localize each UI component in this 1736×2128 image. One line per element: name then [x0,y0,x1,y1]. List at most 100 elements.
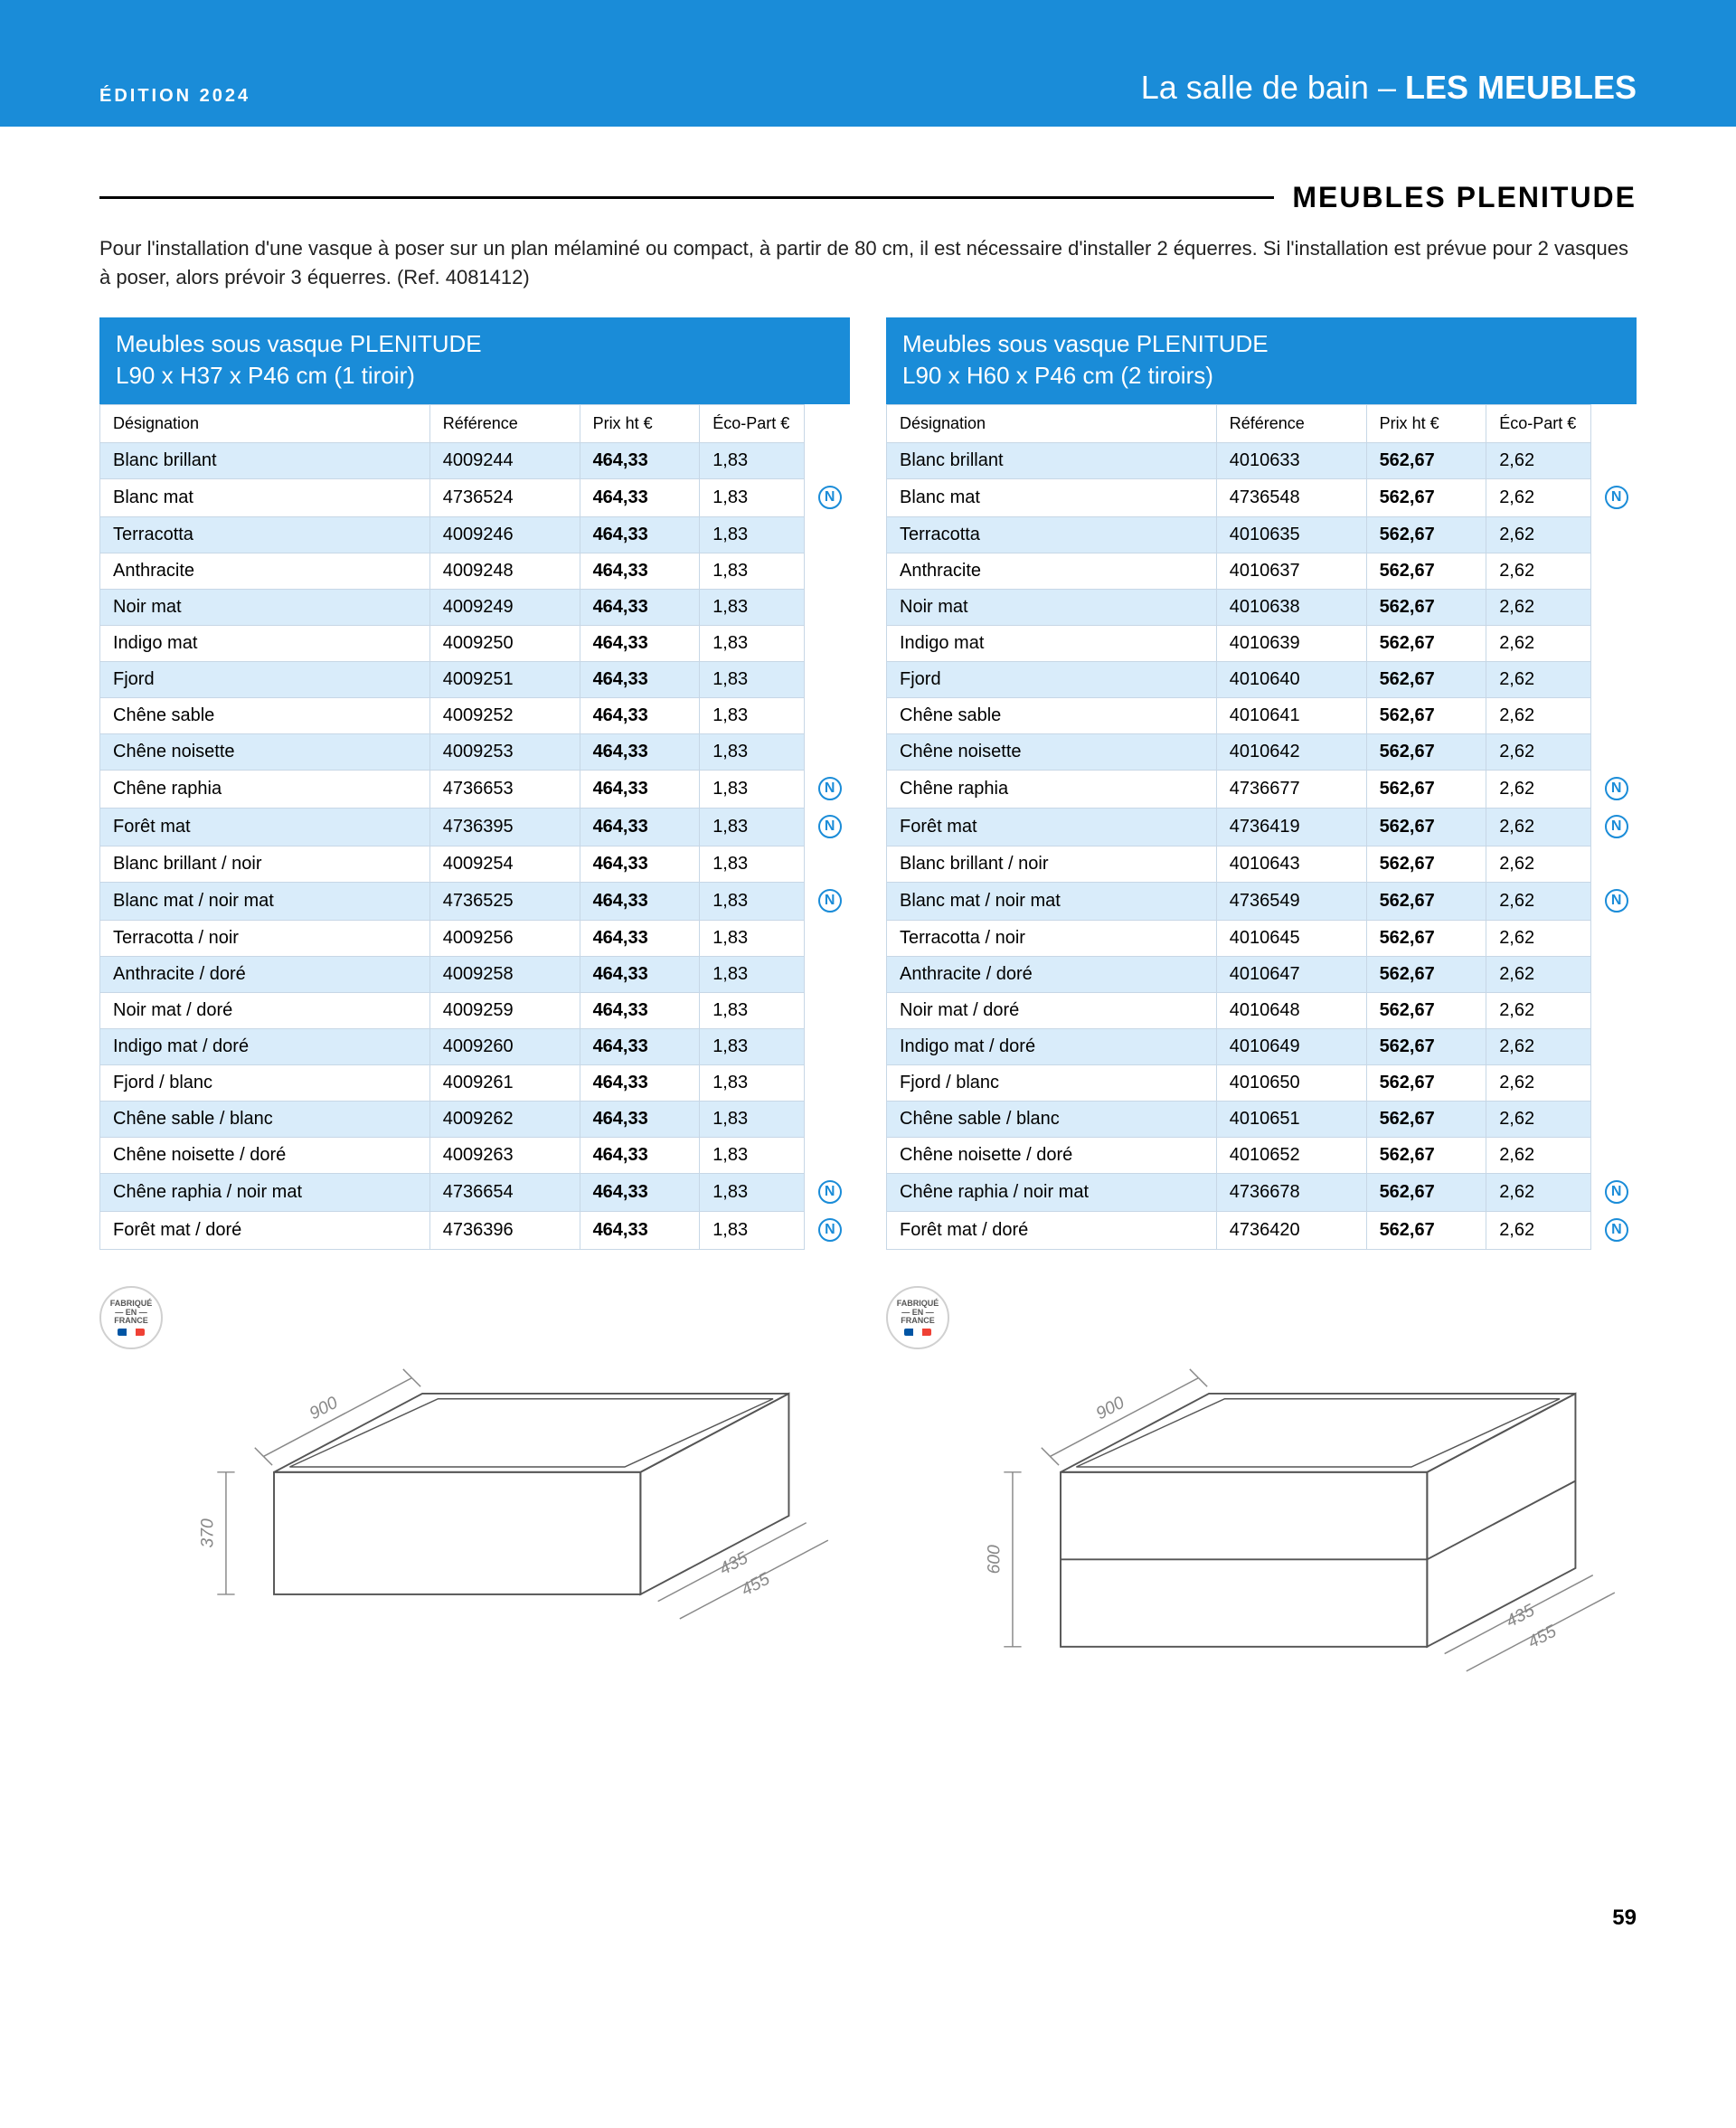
cell-designation: Forêt mat / doré [100,1211,430,1249]
cell-designation: Blanc mat [887,478,1217,516]
table-row: Blanc mat / noir mat4736525464,331,83N [100,882,850,920]
cell-designation: Forêt mat / doré [887,1211,1217,1249]
cell-designation: Terracotta / noir [887,920,1217,956]
cell-badge [1591,1137,1637,1173]
cell-designation: Chêne noisette [100,733,430,770]
illustrations-row: FABRIQUÉ— EN —FRANCE 900 370 435 455 FAB… [99,1286,1637,1860]
cell-reference: 4736524 [429,478,580,516]
cell-ecopart: 2,62 [1486,992,1591,1028]
cell-designation: Chêne sable [100,697,430,733]
cell-reference: 4010649 [1216,1028,1366,1064]
cell-reference: 4010645 [1216,920,1366,956]
dim-depth-inner: 435 [1504,1601,1539,1631]
cell-badge [805,697,850,733]
cell-badge [1591,920,1637,956]
cell-badge [1591,956,1637,992]
table-row: Noir mat4010638562,672,62 [887,589,1637,625]
cell-ecopart: 2,62 [1486,697,1591,733]
cell-price: 562,67 [1366,956,1486,992]
cell-badge [805,733,850,770]
table-row: Chêne raphia4736653464,331,83N [100,770,850,808]
new-badge-icon: N [1605,777,1628,800]
cell-price: 464,33 [580,1101,700,1137]
cell-reference: 4010651 [1216,1101,1366,1137]
cell-badge [1591,553,1637,589]
cell-price: 464,33 [580,770,700,808]
cell-price: 562,67 [1366,478,1486,516]
cell-badge [1591,1064,1637,1101]
cell-badge: N [805,1173,850,1211]
cell-badge [1591,661,1637,697]
cell-price: 562,67 [1366,516,1486,553]
table-row: Chêne sable / blanc4009262464,331,83 [100,1101,850,1137]
cell-badge [805,956,850,992]
cell-price: 464,33 [580,882,700,920]
cell-ecopart: 1,83 [700,1137,805,1173]
cell-badge [805,1101,850,1137]
cell-badge [1591,516,1637,553]
cell-badge [805,442,850,478]
dim-height: 370 [198,1518,217,1547]
cell-reference: 4009259 [429,992,580,1028]
table-row: Noir mat / doré4010648562,672,62 [887,992,1637,1028]
table-row: Indigo mat4009250464,331,83 [100,625,850,661]
cell-reference: 4010647 [1216,956,1366,992]
cell-price: 464,33 [580,956,700,992]
cell-price: 562,67 [1366,1137,1486,1173]
illustration-block: FABRIQUÉ— EN —FRANCE 900 370 435 455 [99,1286,850,1860]
cell-designation: Chêne raphia / noir mat [887,1173,1217,1211]
cell-reference: 4009261 [429,1064,580,1101]
table-row: Chêne raphia / noir mat4736654464,331,83… [100,1173,850,1211]
section-title-row: MEUBLES PLENITUDE [99,181,1637,214]
cell-price: 562,67 [1366,808,1486,846]
cell-ecopart: 2,62 [1486,846,1591,882]
table-block: Meubles sous vasque PLENITUDEL90 x H37 x… [99,317,850,1250]
cell-ecopart: 2,62 [1486,1064,1591,1101]
table-row: Chêne noisette / doré4010652562,672,62 [887,1137,1637,1173]
table-title-line2: L90 x H37 x P46 cm (1 tiroir) [116,360,834,392]
cell-ecopart: 2,62 [1486,661,1591,697]
cell-designation: Blanc mat [100,478,430,516]
cell-reference: 4009260 [429,1028,580,1064]
cell-ecopart: 1,83 [700,733,805,770]
new-badge-icon: N [1605,889,1628,913]
cell-designation: Anthracite / doré [887,956,1217,992]
fab-line3: FRANCE [114,1317,148,1326]
cell-ecopart: 1,83 [700,589,805,625]
cell-reference: 4736548 [1216,478,1366,516]
cell-ecopart: 1,83 [700,1101,805,1137]
table-column-header: Désignation [100,404,430,442]
dim-depth-outer: 455 [739,1569,774,1600]
cell-reference: 4009253 [429,733,580,770]
cell-price: 562,67 [1366,1028,1486,1064]
new-badge-icon: N [818,777,842,800]
tables-row: Meubles sous vasque PLENITUDEL90 x H37 x… [99,317,1637,1250]
table-column-header: Prix ht € [580,404,700,442]
cell-badge: N [1591,808,1637,846]
cell-designation: Fjord / blanc [100,1064,430,1101]
cell-reference: 4736677 [1216,770,1366,808]
cell-price: 464,33 [580,442,700,478]
cell-price: 562,67 [1366,1211,1486,1249]
cell-reference: 4009262 [429,1101,580,1137]
table-row: Anthracite / doré4010647562,672,62 [887,956,1637,992]
cell-ecopart: 1,83 [700,846,805,882]
dim-depth-outer: 455 [1525,1622,1561,1652]
cell-price: 464,33 [580,1211,700,1249]
cell-designation: Terracotta [100,516,430,553]
cell-price: 562,67 [1366,770,1486,808]
dim-width: 900 [307,1394,342,1424]
cell-price: 562,67 [1366,589,1486,625]
page-number: 59 [0,1896,1736,1967]
cell-ecopart: 1,83 [700,442,805,478]
cell-reference: 4010638 [1216,589,1366,625]
cell-designation: Noir mat [887,589,1217,625]
cell-price: 562,67 [1366,846,1486,882]
cell-price: 464,33 [580,808,700,846]
made-in-france-badge: FABRIQUÉ— EN —FRANCE [886,1286,949,1349]
cell-ecopart: 2,62 [1486,920,1591,956]
cell-badge [805,1137,850,1173]
cell-designation: Blanc brillant / noir [100,846,430,882]
cell-ecopart: 2,62 [1486,733,1591,770]
cell-reference: 4010643 [1216,846,1366,882]
